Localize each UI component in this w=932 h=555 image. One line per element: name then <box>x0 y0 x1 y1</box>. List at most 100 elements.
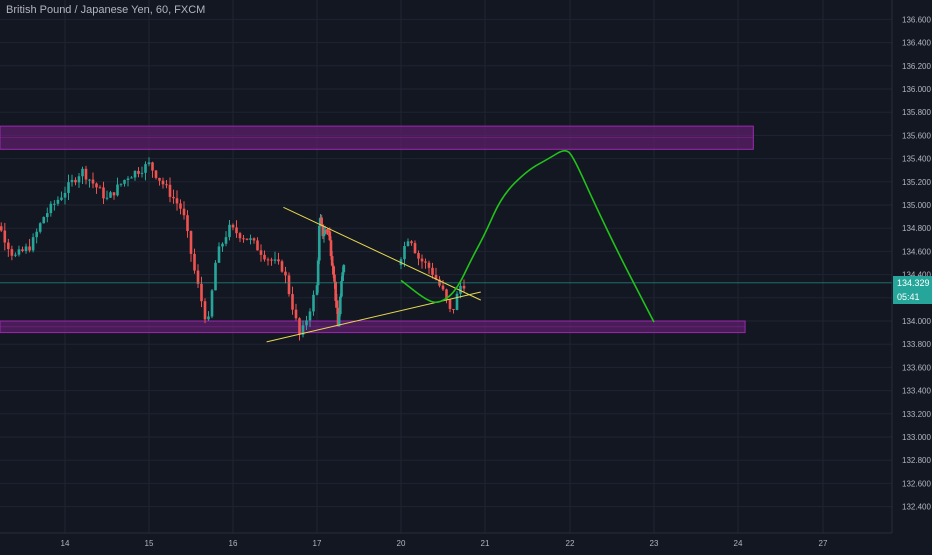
candle-body <box>413 243 417 254</box>
candles <box>0 157 466 341</box>
candle-body <box>340 281 343 297</box>
candle-body <box>301 325 305 335</box>
candle-body <box>45 213 49 218</box>
candle-body <box>277 259 280 262</box>
candle-body <box>77 176 81 183</box>
candle-body <box>263 254 266 260</box>
price-tick-label: 135.800 <box>902 108 931 117</box>
candle-body <box>320 217 323 225</box>
candle-body <box>312 294 315 312</box>
candle-body <box>175 198 179 204</box>
candle-body <box>242 238 245 240</box>
time-tick-label: 14 <box>61 539 70 548</box>
price-tick-label: 136.600 <box>902 15 931 24</box>
candle-body <box>112 192 116 196</box>
price-tick-label: 133.200 <box>902 410 931 419</box>
time-tick-label: 22 <box>566 539 575 548</box>
candle-body <box>318 225 321 261</box>
candle-body <box>123 179 126 184</box>
candle-body <box>420 258 424 262</box>
candle-body <box>186 215 189 232</box>
candle-body <box>74 179 77 183</box>
candle-body <box>235 227 238 234</box>
candle-body <box>434 274 438 280</box>
candle-body <box>266 259 270 261</box>
time-axis[interactable]: 14 15 16 17 20 21 22 23 24 27 <box>61 539 828 548</box>
candle-body <box>270 259 273 261</box>
symbol-title[interactable]: British Pound / Japanese Yen, 60, FXCM <box>6 4 206 16</box>
candle-body <box>14 254 17 256</box>
zones <box>0 125 754 334</box>
price-tick-label: 134.800 <box>902 224 931 233</box>
price-tick-label: 136.000 <box>902 85 931 94</box>
candle-body <box>154 170 158 178</box>
candle-body <box>249 238 252 240</box>
candle-body <box>228 224 231 238</box>
grid <box>0 0 892 533</box>
candle-body <box>35 231 38 238</box>
price-tick-label: 132.400 <box>902 503 931 512</box>
price-tick-label: 134.000 <box>902 317 931 326</box>
candle-body <box>147 162 151 165</box>
candle-body <box>179 203 182 209</box>
bar-countdown-tag: 05:41 <box>893 289 932 304</box>
candle-body <box>49 203 53 214</box>
candle-body <box>403 246 406 260</box>
candle-body <box>329 240 333 257</box>
price-tick-label: 132.800 <box>902 456 931 465</box>
candle-body <box>245 238 249 240</box>
candle-body <box>334 281 337 301</box>
candle-body <box>81 168 84 177</box>
candle-body <box>342 265 346 273</box>
price-tick-label: 135.600 <box>902 131 931 140</box>
candle-body <box>328 231 332 241</box>
candle-body <box>231 224 235 228</box>
time-tick-label: 24 <box>734 539 743 548</box>
price-tick-label: 133.400 <box>902 387 931 396</box>
last-price-tag: 134.329 <box>893 275 932 290</box>
candle-body <box>291 294 294 310</box>
candle-body <box>109 192 112 198</box>
candle-body <box>137 170 140 174</box>
candle-body <box>31 237 35 251</box>
candle-body <box>238 233 242 239</box>
candle-body <box>42 217 46 224</box>
candle-body <box>189 231 193 254</box>
candle-body <box>424 261 427 263</box>
candle-body <box>280 261 284 272</box>
candle-body <box>140 172 144 174</box>
candle-body <box>151 162 154 171</box>
candle-body <box>459 285 462 294</box>
candle-body <box>322 233 326 237</box>
candle-body <box>38 223 42 232</box>
candle-body <box>417 253 420 259</box>
candle-body <box>207 316 210 320</box>
price-tick-label: 133.800 <box>902 340 931 349</box>
candle-body <box>88 179 91 181</box>
candle-body <box>305 320 308 326</box>
candle-body <box>193 253 196 271</box>
candle-body <box>330 256 334 266</box>
candle-body <box>284 271 287 276</box>
price-tick-label: 133.000 <box>902 433 931 442</box>
candle-body <box>130 177 133 179</box>
candle-body <box>333 274 336 282</box>
candle-body <box>427 262 431 268</box>
time-tick-label: 17 <box>313 539 322 548</box>
price-tick-label: 136.400 <box>902 39 931 48</box>
candle-body <box>224 237 228 244</box>
candle-body <box>327 230 330 232</box>
candle-body <box>298 318 301 335</box>
candle-body <box>252 238 256 241</box>
candle-body <box>196 270 200 284</box>
candle-body <box>102 187 105 199</box>
candle-body <box>341 272 344 282</box>
candle-body <box>126 178 130 180</box>
candle-body <box>448 299 452 309</box>
candle-body <box>316 260 320 286</box>
candle-body <box>452 308 455 310</box>
candle-body <box>17 249 21 255</box>
projection-curve <box>400 149 655 323</box>
